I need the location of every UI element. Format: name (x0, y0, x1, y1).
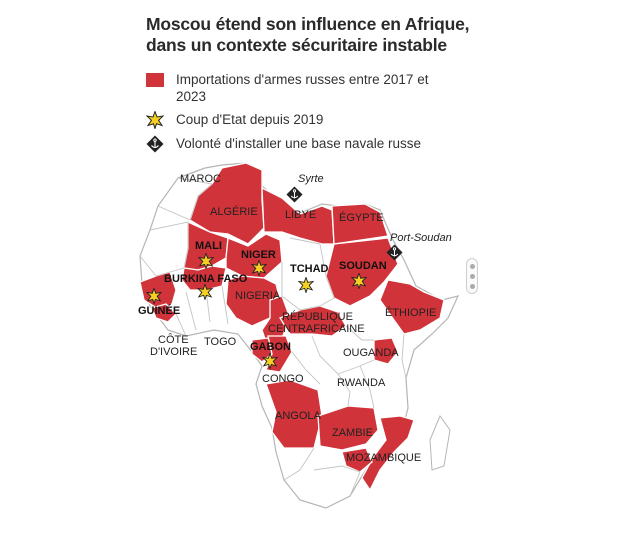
scroll-dot-icon (469, 274, 475, 279)
label-ethiopie: ÉTHIOPIE (385, 306, 436, 319)
label-nigeria: NIGERIA (235, 290, 281, 302)
country-niger (225, 233, 283, 279)
legend: Importations d'armes russes entre 2017 e… (146, 71, 476, 159)
legend-imports: Importations d'armes russes entre 2017 e… (146, 71, 476, 105)
country-gabon (251, 337, 275, 363)
label-tchad: TCHAD (290, 263, 329, 275)
label-gabon: GABON (250, 341, 291, 353)
scroll-dot-icon (469, 284, 475, 289)
country-sierra-liberia (151, 303, 177, 323)
label-cote-1: CÔTE (158, 333, 189, 346)
label-soudan: SOUDAN (339, 260, 387, 272)
country-mozambique (361, 415, 415, 492)
label-guinee: GUINÉE (138, 304, 180, 317)
legend-coup-label: Coup d'Etat depuis 2019 (176, 112, 324, 127)
label-maroc: MAROC (180, 173, 221, 185)
country-egypte (331, 203, 389, 245)
label-libye: LIBYE (285, 209, 316, 221)
label-syrte: Syrte (298, 173, 324, 185)
red-swatch-icon (146, 73, 164, 87)
label-algerie: ALGÉRIE (210, 205, 258, 218)
country-ethiopie (379, 279, 445, 335)
naval-syrte-icon (286, 186, 303, 203)
legend-naval: Volonté d'installer une base navale russ… (146, 135, 476, 153)
legend-coup: Coup d'Etat depuis 2019 (146, 111, 476, 129)
anchor-diamond-icon (146, 135, 164, 153)
label-rca-2: CENTRAFRICAINE (268, 323, 365, 335)
title-line-2: dans un contexte sécuritaire instable (146, 35, 447, 55)
label-cote-2: D'IVOIRE (150, 346, 197, 358)
label-zambie: ZAMBIE (332, 427, 373, 439)
legend-imports-label-1: Importations d'armes russes entre 2017 e… (176, 72, 429, 87)
label-rwanda: RWANDA (337, 377, 386, 389)
label-burkina: BURKINA FASO (164, 273, 248, 285)
legend-naval-label: Volonté d'installer une base navale russ… (176, 136, 421, 151)
star-icon (146, 111, 164, 129)
scroll-dot-icon (469, 264, 475, 269)
country-zimbabwe-area (341, 447, 373, 473)
country-ouganda (373, 337, 399, 365)
country-zambie (317, 405, 379, 451)
imports-layer (139, 162, 445, 492)
label-togo: TOGO (204, 336, 237, 348)
label-rca-1: RÉPUBLIQUE (282, 310, 353, 323)
label-egypte: ÉGYPTE (339, 211, 384, 224)
zoom-scroll-handle[interactable] (466, 258, 478, 294)
map-title: Moscou étend son influence en Afrique, d… (146, 14, 476, 56)
label-mali: MALI (195, 240, 222, 252)
label-port-soudan: Port-Soudan (390, 232, 452, 244)
label-congo: CONGO (262, 373, 304, 385)
madagascar (429, 414, 451, 471)
label-ouganda: OUGANDA (343, 347, 399, 359)
legend-imports-label-2: 2023 (176, 89, 207, 104)
title-line-1: Moscou étend son influence en Afrique, (146, 14, 470, 34)
label-niger: NIGER (241, 249, 276, 261)
label-mozambique: MOZAMBIQUE (346, 452, 421, 464)
label-angola: ANGOLA (275, 410, 322, 422)
